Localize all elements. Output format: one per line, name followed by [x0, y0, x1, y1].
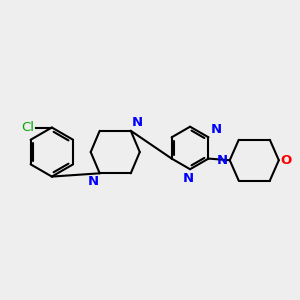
Text: N: N [183, 172, 194, 185]
Text: N: N [217, 154, 228, 167]
Text: O: O [281, 154, 292, 167]
Text: Cl: Cl [22, 121, 35, 134]
Text: N: N [132, 116, 143, 129]
Text: N: N [87, 175, 98, 188]
Text: N: N [211, 123, 222, 136]
